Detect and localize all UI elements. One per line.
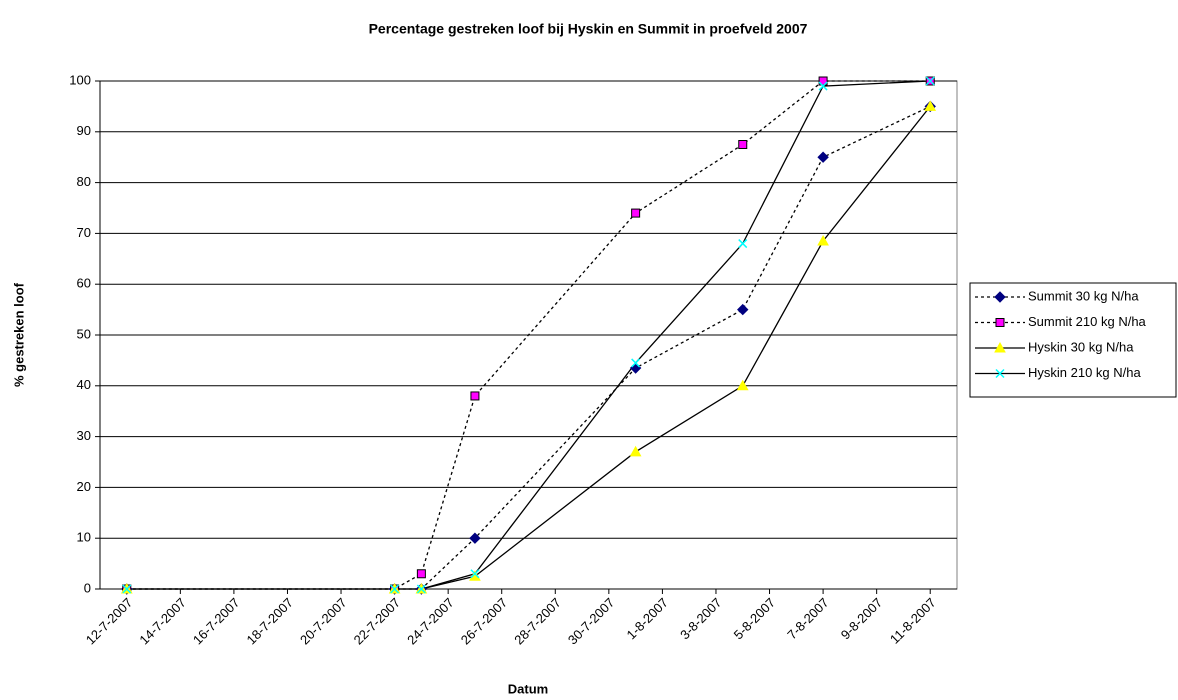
y-tick-label: 0 <box>84 580 91 595</box>
y-tick-label: 100 <box>69 72 91 87</box>
data-point <box>416 569 426 579</box>
x-tick-label: 14-7-2007 <box>136 595 189 648</box>
x-tick-label: 7-8-2007 <box>784 595 831 642</box>
legend-box <box>969 282 1177 398</box>
data-point <box>737 303 749 316</box>
data-point <box>818 81 828 91</box>
data-point <box>470 391 480 401</box>
y-tick-label: 90 <box>77 123 91 138</box>
legend-label: Summit 30 kg N/ha <box>1028 288 1139 303</box>
data-point <box>631 358 641 368</box>
data-point <box>738 239 748 249</box>
y-tick-label: 50 <box>77 326 91 341</box>
data-point <box>122 584 132 594</box>
data-point <box>817 234 829 246</box>
x-tick-label: 30-7-2007 <box>565 595 618 648</box>
data-point <box>924 100 937 111</box>
data-point <box>390 584 400 594</box>
y-tick-label: 40 <box>77 377 91 392</box>
x-tick-label: 20-7-2007 <box>297 595 350 648</box>
x-tick-label: 11-8-2007 <box>887 595 939 647</box>
x-tick-label: 26-7-2007 <box>458 595 511 648</box>
data-point <box>817 151 829 163</box>
data-point <box>629 445 642 457</box>
x-tick-label: 24-7-2007 <box>404 595 457 648</box>
x-tick-label: 18-7-2007 <box>243 595 296 648</box>
x-tick-label: 9-8-2007 <box>838 595 885 642</box>
x-tick-label: 12-7-2007 <box>83 595 136 648</box>
data-point <box>469 532 481 544</box>
legend-label: Hyskin 210 kg N/ha <box>1028 365 1141 380</box>
x-tick-label: 3-8-2007 <box>677 595 724 642</box>
data-point <box>470 569 480 579</box>
y-tick-label: 60 <box>77 276 91 291</box>
x-tick-label: 16-7-2007 <box>190 595 243 648</box>
legend-label: Summit 210 kg N/ha <box>1028 314 1147 329</box>
data-point <box>818 76 828 86</box>
chart-title: Percentage gestreken loof bij Hyskin en … <box>369 21 808 37</box>
y-axis-title: % gestreken loof <box>11 282 26 387</box>
y-tick-label: 20 <box>77 479 91 494</box>
legend-marker <box>994 291 1006 303</box>
x-tick-label: 5-8-2007 <box>731 595 778 642</box>
data-point <box>738 140 748 149</box>
legend-marker <box>994 341 1006 353</box>
data-point <box>736 379 749 391</box>
y-tick-label: 10 <box>77 530 91 545</box>
data-point <box>631 208 641 218</box>
y-tick-label: 30 <box>77 428 91 443</box>
y-tick-label: 70 <box>77 225 91 240</box>
x-axis-title: Datum <box>508 681 548 696</box>
data-point <box>416 584 426 594</box>
legend-marker <box>995 318 1005 327</box>
legend-label: Hyskin 30 kg N/ha <box>1028 339 1134 354</box>
data-point <box>925 76 935 86</box>
legend-marker <box>995 368 1005 379</box>
y-tick-label: 80 <box>77 174 91 189</box>
x-tick-label: 1-8-2007 <box>624 595 671 642</box>
x-tick-label: 28-7-2007 <box>511 595 564 648</box>
x-tick-label: 22-7-2007 <box>351 595 404 648</box>
